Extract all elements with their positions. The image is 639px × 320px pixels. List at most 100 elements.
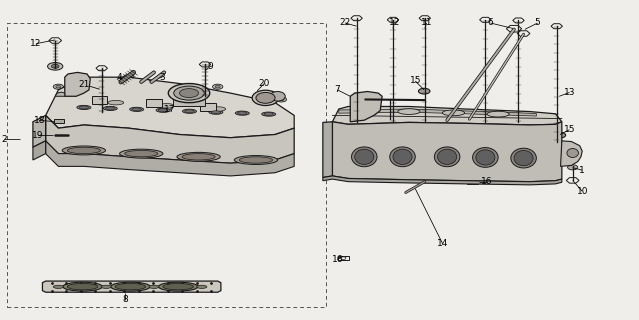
Circle shape (359, 97, 372, 103)
Circle shape (139, 285, 146, 289)
Ellipse shape (567, 148, 578, 157)
Ellipse shape (353, 109, 376, 115)
Circle shape (51, 133, 60, 137)
Ellipse shape (235, 111, 249, 115)
Ellipse shape (210, 107, 226, 111)
Polygon shape (551, 24, 562, 29)
Bar (173, 100, 205, 106)
Ellipse shape (163, 284, 194, 290)
Ellipse shape (442, 110, 465, 116)
Polygon shape (55, 92, 65, 96)
Bar (337, 256, 349, 260)
Polygon shape (199, 62, 211, 67)
Circle shape (116, 285, 123, 289)
Circle shape (282, 119, 293, 124)
Ellipse shape (397, 109, 420, 115)
Polygon shape (350, 92, 382, 122)
Text: 18: 18 (33, 116, 45, 125)
Ellipse shape (197, 285, 207, 288)
Ellipse shape (174, 86, 204, 100)
Ellipse shape (63, 282, 102, 291)
Circle shape (123, 75, 134, 80)
Polygon shape (45, 116, 294, 163)
Text: 6: 6 (488, 19, 493, 28)
Circle shape (279, 98, 284, 101)
Text: 22: 22 (339, 19, 351, 28)
Polygon shape (351, 16, 362, 21)
Ellipse shape (351, 147, 377, 167)
Text: 7: 7 (335, 85, 341, 94)
Ellipse shape (149, 285, 159, 288)
Text: 15: 15 (564, 125, 575, 134)
Polygon shape (49, 38, 61, 43)
Ellipse shape (183, 109, 196, 113)
Circle shape (56, 85, 61, 88)
Ellipse shape (487, 111, 509, 117)
Polygon shape (517, 31, 530, 36)
Ellipse shape (211, 111, 220, 114)
Text: 10: 10 (576, 187, 588, 196)
Ellipse shape (130, 107, 144, 111)
Polygon shape (33, 116, 45, 147)
Ellipse shape (393, 149, 412, 164)
Circle shape (470, 180, 475, 183)
Polygon shape (65, 72, 90, 96)
Circle shape (210, 285, 217, 289)
Ellipse shape (270, 92, 285, 101)
Ellipse shape (62, 146, 105, 155)
Circle shape (45, 285, 52, 289)
Text: 4: 4 (116, 73, 122, 82)
Ellipse shape (182, 154, 215, 160)
Circle shape (354, 94, 377, 106)
Bar (201, 103, 216, 111)
Polygon shape (506, 25, 521, 32)
Ellipse shape (77, 105, 91, 109)
Text: 16: 16 (481, 177, 493, 186)
Text: 11: 11 (421, 19, 433, 28)
Polygon shape (96, 66, 107, 71)
Text: 21: 21 (78, 80, 89, 89)
Text: 16: 16 (332, 255, 343, 264)
Ellipse shape (355, 149, 374, 164)
Polygon shape (387, 17, 399, 22)
Circle shape (285, 121, 290, 123)
Text: 1: 1 (580, 166, 585, 175)
Circle shape (68, 79, 84, 87)
Ellipse shape (476, 150, 495, 165)
Text: 3: 3 (159, 73, 165, 82)
Ellipse shape (473, 148, 498, 167)
Polygon shape (323, 122, 332, 178)
Ellipse shape (105, 107, 115, 110)
Polygon shape (480, 17, 491, 22)
Ellipse shape (111, 282, 150, 291)
Text: 12: 12 (31, 39, 42, 48)
Polygon shape (45, 77, 294, 138)
Text: 17: 17 (164, 105, 176, 114)
Polygon shape (33, 141, 45, 160)
Polygon shape (42, 281, 221, 292)
Ellipse shape (185, 110, 194, 113)
Circle shape (92, 285, 100, 289)
Ellipse shape (256, 92, 275, 103)
Circle shape (162, 285, 170, 289)
Ellipse shape (158, 282, 198, 291)
Circle shape (139, 127, 144, 129)
Polygon shape (419, 16, 431, 21)
Ellipse shape (53, 285, 63, 288)
Bar (146, 100, 162, 108)
Circle shape (72, 81, 81, 85)
Circle shape (47, 62, 63, 70)
Text: 5: 5 (535, 19, 541, 28)
Ellipse shape (238, 112, 247, 115)
Ellipse shape (158, 109, 168, 112)
Ellipse shape (435, 147, 460, 167)
Ellipse shape (67, 147, 100, 154)
Ellipse shape (390, 147, 415, 167)
Circle shape (215, 85, 220, 88)
Circle shape (245, 132, 255, 137)
Polygon shape (566, 178, 579, 183)
Ellipse shape (132, 108, 141, 111)
Ellipse shape (158, 104, 174, 108)
Circle shape (126, 76, 131, 78)
Ellipse shape (156, 108, 170, 112)
